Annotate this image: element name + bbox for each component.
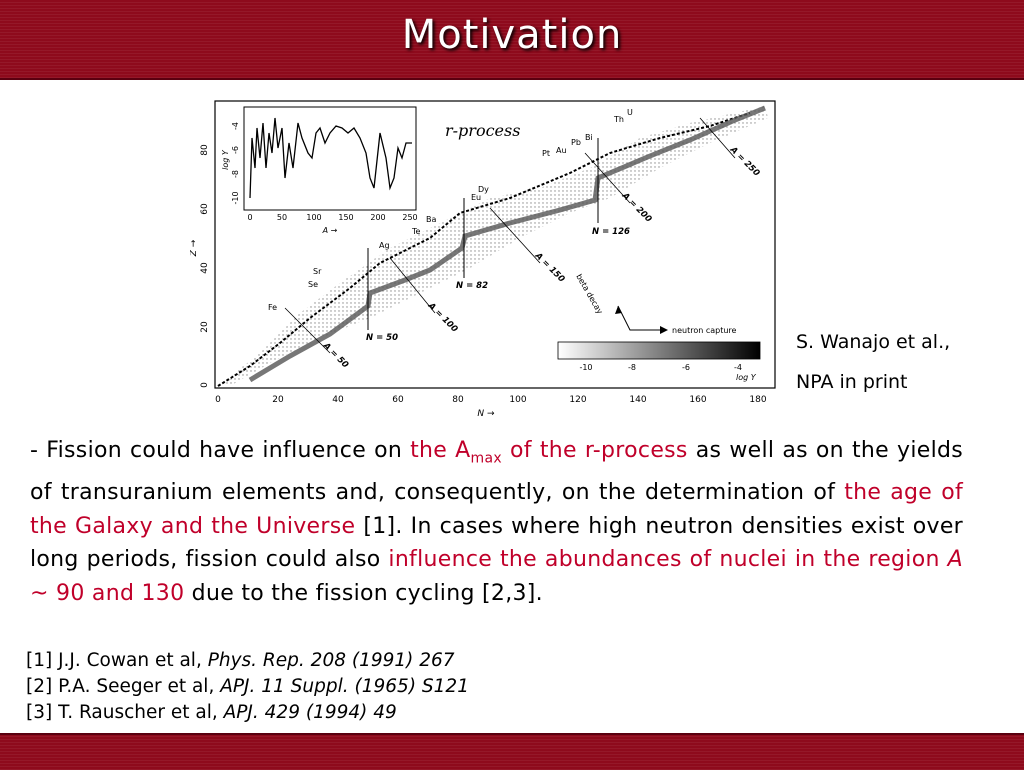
element-label: Fe [268, 303, 277, 312]
arrowhead-icon [660, 326, 668, 334]
mass-line-250 [699, 117, 736, 159]
x-tick: 120 [569, 395, 586, 405]
x-tick: 180 [749, 395, 766, 405]
magic-number-labels: N = 50 N = 82 N = 126 [366, 227, 630, 343]
element-label: Bi [585, 133, 593, 142]
element-label: Se [308, 280, 318, 289]
inset-x-tick: 250 [402, 213, 417, 222]
inset-y-tick: -8 [231, 170, 240, 178]
mass-line-150 [489, 207, 541, 264]
colorbar [557, 341, 761, 360]
magic-label: N = 126 [592, 227, 630, 237]
arrowhead-icon [615, 306, 622, 314]
inset-abundance-line [249, 117, 412, 199]
element-label: Eu [471, 193, 481, 202]
inset-y-ticks: -4 -6 -8 -10 [231, 122, 240, 205]
inset-x-label: A → [322, 226, 338, 235]
slide-title: Motivation [401, 12, 623, 58]
element-label: Th [613, 115, 624, 124]
y-tick: 0 [200, 382, 210, 388]
element-label: Dy [478, 185, 489, 194]
inset-x-tick: 150 [338, 213, 353, 222]
colorbar-label: log Y [736, 373, 757, 382]
element-label: Te [411, 227, 421, 236]
element-label: U [627, 108, 633, 117]
element-labels: Fe Se Sr Ag Te Ba Eu Dy Pt Au Pb Bi Th U [268, 108, 633, 312]
x-tick: 80 [452, 395, 464, 405]
x-tick: 160 [689, 395, 706, 405]
r-process-chart-figure: 0 20 40 60 80 100 120 140 160 180 N → 0 … [190, 100, 776, 419]
colorbar-tick: -6 [682, 363, 690, 372]
inset-x-tick: 0 [247, 213, 252, 222]
stability-line [217, 112, 751, 387]
y-axis-label: Z → [190, 239, 199, 257]
x-tick-labels: 0 20 40 60 80 100 120 140 160 180 [215, 395, 767, 405]
reference-item: [1] J.J. Cowan et al, Phys. Rep. 208 (19… [26, 650, 455, 671]
x-tick: 60 [392, 395, 404, 405]
highlight-run: the age of the Galaxy and the Universe [30, 479, 964, 539]
colorbar-tick: -10 [579, 363, 592, 372]
mass-line-50 [284, 307, 331, 354]
x-tick: 20 [272, 395, 284, 405]
element-label: Ba [426, 215, 436, 224]
inset-y-label: log Y [221, 149, 230, 170]
y-tick: 20 [200, 321, 210, 333]
y-tick: 60 [200, 203, 210, 215]
text-run: due to the fission cycling [2,3]. [184, 580, 543, 606]
r-process-label: r-process [445, 121, 520, 140]
element-label: Pt [542, 149, 550, 158]
inset-x-tick: 50 [277, 213, 287, 222]
mass-line-100 [389, 257, 436, 314]
decay-capture-arrow [617, 305, 660, 331]
colorbar-ticks: -10 -8 -6 -4 [579, 363, 742, 372]
magic-label: N = 50 [366, 333, 398, 343]
x-tick: 140 [629, 395, 646, 405]
inset-y-tick: -10 [231, 191, 240, 204]
reference-item: [2] P.A. Seeger et al, APJ. 11 Suppl. (1… [26, 676, 469, 697]
colorbar-tick: -8 [628, 363, 636, 372]
text-run: - Fission could have influence on [30, 438, 411, 463]
r-process-path [248, 105, 766, 383]
highlight-run: influence the abundances of nuclei in th… [30, 547, 963, 606]
y-tick: 40 [200, 262, 210, 274]
caption-authors: S. Wanajo et al., [796, 331, 951, 353]
inset-x-tick: 200 [370, 213, 385, 222]
caption-source: NPA in print [796, 371, 908, 393]
highlight-run: the Amax of the r-process [410, 438, 688, 467]
colorbar-tick: -4 [734, 363, 742, 372]
inset-plot-frame [243, 106, 417, 211]
x-tick: 40 [332, 395, 344, 405]
element-label: Sr [313, 267, 322, 276]
x-axis-label: N → [477, 409, 495, 419]
magic-label: N = 82 [456, 281, 488, 291]
inset-x-tick: 100 [306, 213, 321, 222]
element-label: Pb [571, 138, 581, 147]
figure-caption: S. Wanajo et al., NPA in print [796, 322, 950, 402]
inset-y-tick: -4 [231, 122, 240, 130]
element-label: Ag [379, 241, 390, 250]
footer-band [0, 733, 1024, 770]
reference-item: [3] T. Rauscher et al, APJ. 429 (1994) 4… [26, 702, 397, 723]
neutron-capture-label: neutron capture [672, 326, 737, 335]
header-band [0, 0, 1024, 80]
x-tick: 100 [509, 395, 526, 405]
text-run: [1]. In cases where high neutron densiti… [30, 513, 963, 573]
mass-line-200 [584, 152, 631, 204]
y-tick-labels: 0 20 40 60 80 [200, 144, 210, 388]
text-run: as well as on the yields of transuranium… [30, 438, 964, 505]
body-paragraph: - Fission could have influence on the Am… [30, 434, 963, 610]
references-list: [1] J.J. Cowan et al, Phys. Rep. 208 (19… [26, 648, 469, 726]
x-tick: 0 [215, 395, 221, 405]
y-tick: 80 [200, 144, 210, 156]
element-label: Au [556, 146, 567, 155]
inset-x-ticks: 0 50 100 150 200 250 [247, 213, 417, 222]
inset-y-tick: -6 [231, 146, 240, 154]
